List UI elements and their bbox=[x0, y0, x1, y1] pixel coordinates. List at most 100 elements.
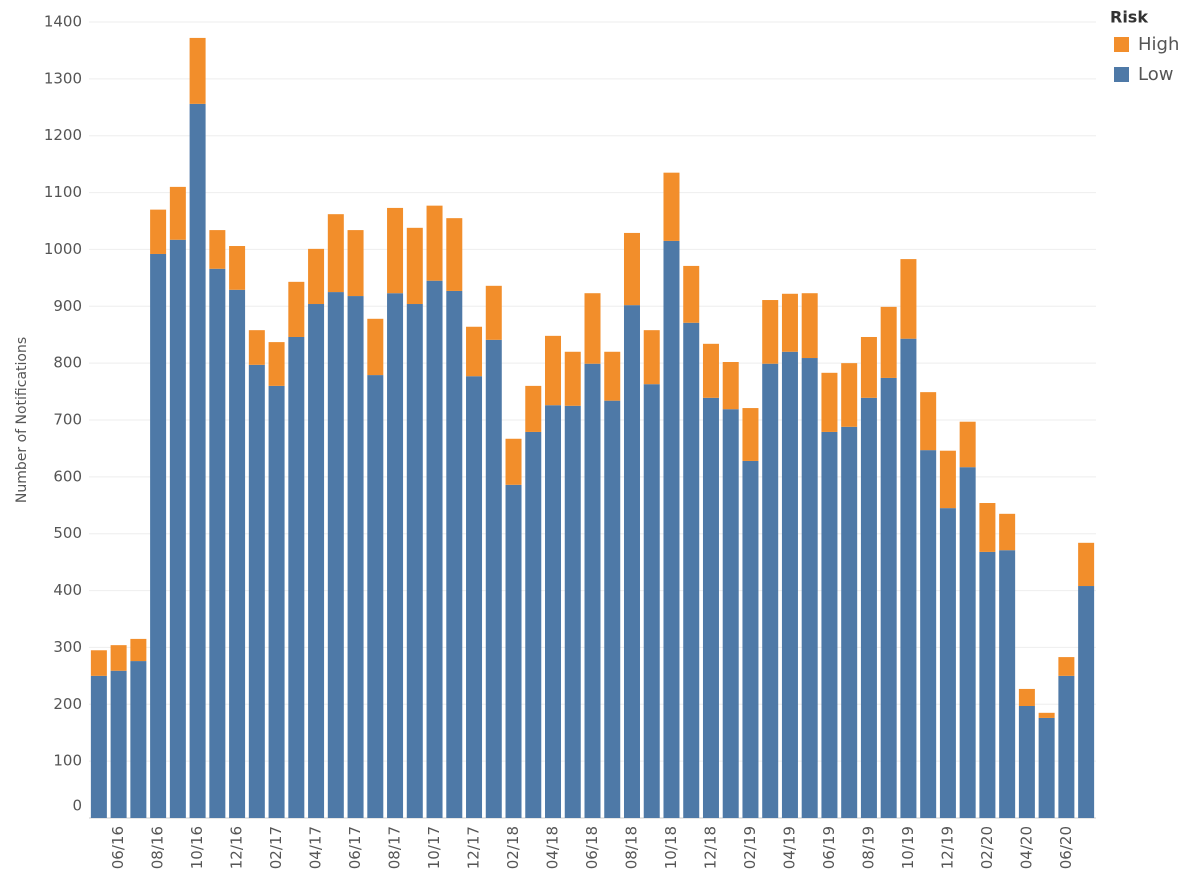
bar-segment bbox=[229, 246, 246, 290]
bar-segment bbox=[525, 385, 542, 432]
bar-segment bbox=[920, 450, 937, 818]
bar-segment bbox=[781, 293, 798, 352]
bar-segment bbox=[90, 675, 107, 818]
y-tick-label: 700 bbox=[53, 411, 82, 429]
bar-segment bbox=[130, 638, 147, 662]
x-tick-label: 02/19 bbox=[741, 826, 759, 869]
x-tick-label: 06/19 bbox=[820, 826, 838, 869]
y-tick-label: 200 bbox=[53, 695, 82, 713]
legend-swatch bbox=[1114, 67, 1129, 82]
x-tick-label: 12/16 bbox=[228, 826, 246, 869]
bar-segment bbox=[663, 172, 680, 241]
bar-segment bbox=[387, 293, 404, 818]
bar-segment bbox=[209, 230, 226, 269]
x-tick-label: 10/17 bbox=[425, 826, 443, 869]
x-tick-label: 12/17 bbox=[465, 826, 483, 869]
bar-segment bbox=[722, 362, 739, 410]
bar-segment bbox=[229, 289, 246, 819]
bar-segment bbox=[801, 293, 818, 359]
bar-segment bbox=[920, 392, 937, 451]
bar-segment bbox=[545, 405, 562, 818]
bar-segment bbox=[327, 292, 344, 819]
bar-segment bbox=[1038, 712, 1055, 718]
bar-segment bbox=[90, 650, 107, 676]
bar-segment bbox=[999, 550, 1016, 818]
bar-segment bbox=[683, 322, 700, 818]
bar-segment bbox=[150, 209, 167, 254]
bar-segment bbox=[564, 351, 581, 406]
bar-segment bbox=[268, 385, 285, 818]
bar-segment bbox=[821, 372, 838, 432]
x-tick-label: 10/16 bbox=[188, 826, 206, 869]
bar-segment bbox=[584, 363, 601, 818]
bar-segment bbox=[130, 661, 147, 818]
bar-segment bbox=[959, 421, 976, 468]
x-tick-label: 06/16 bbox=[109, 826, 127, 869]
bar-segment bbox=[643, 330, 660, 385]
y-tick-label: 900 bbox=[53, 297, 82, 315]
bar-segment bbox=[821, 431, 838, 818]
bar-segment bbox=[841, 426, 858, 818]
bar-segment bbox=[900, 338, 917, 818]
x-tick-label: 02/18 bbox=[504, 826, 522, 869]
bar-segment bbox=[406, 227, 423, 305]
bar-segment bbox=[1058, 675, 1075, 818]
y-tick-label: 100 bbox=[53, 752, 82, 770]
bar-segment bbox=[327, 214, 344, 293]
bar-segment bbox=[406, 304, 423, 818]
y-tick-label: 300 bbox=[53, 638, 82, 656]
bar-segment bbox=[742, 408, 759, 461]
bar-segment bbox=[505, 484, 522, 818]
bar-segment bbox=[643, 384, 660, 818]
bar-segment bbox=[1058, 657, 1075, 676]
x-tick-label: 12/18 bbox=[701, 826, 719, 869]
bar-segment bbox=[1038, 717, 1055, 818]
x-tick-label: 04/17 bbox=[307, 826, 325, 869]
bar-segment bbox=[387, 207, 404, 294]
bar-segment bbox=[564, 405, 581, 818]
bar-segment bbox=[1078, 586, 1095, 818]
bar-segment bbox=[110, 645, 127, 671]
y-tick-label: 1400 bbox=[44, 13, 82, 31]
bar-segment bbox=[169, 186, 186, 240]
x-tick-label: 08/18 bbox=[622, 826, 640, 869]
x-tick-label: 08/19 bbox=[859, 826, 877, 869]
bar-segment bbox=[900, 259, 917, 339]
bar-segment bbox=[150, 253, 167, 818]
bar-segment bbox=[959, 467, 976, 818]
bar-segment bbox=[347, 230, 364, 297]
x-tick-label: 06/20 bbox=[1057, 826, 1075, 869]
y-tick-label: 1100 bbox=[44, 183, 82, 201]
y-tick-label: 800 bbox=[53, 354, 82, 372]
legend-title: Risk bbox=[1110, 8, 1148, 27]
bar-segment bbox=[762, 300, 779, 364]
bar-segment bbox=[466, 326, 483, 377]
y-tick-label: 400 bbox=[53, 581, 82, 599]
bar-segment bbox=[623, 305, 640, 818]
bar-segment bbox=[446, 290, 463, 818]
y-tick-label: 1300 bbox=[44, 69, 82, 87]
x-tick-label: 06/18 bbox=[583, 826, 601, 869]
legend-label: High bbox=[1138, 34, 1179, 55]
bar-segment bbox=[347, 296, 364, 819]
bar-segment bbox=[485, 285, 502, 340]
y-tick-label: 0 bbox=[72, 797, 82, 815]
bar-segment bbox=[525, 431, 542, 818]
bar-segment bbox=[860, 336, 877, 398]
bar-segment bbox=[209, 268, 226, 818]
bar-segment bbox=[367, 318, 384, 376]
bar-segment bbox=[762, 363, 779, 818]
bar-segment bbox=[308, 304, 325, 818]
y-axis-label: Number of Notifications bbox=[14, 337, 30, 503]
bar-segment bbox=[623, 232, 640, 306]
bar-segment bbox=[466, 376, 483, 818]
bar-segment bbox=[939, 508, 956, 818]
bar-segment bbox=[880, 306, 897, 378]
x-tick-label: 02/17 bbox=[267, 826, 285, 869]
bar-segment bbox=[308, 248, 325, 305]
y-tick-label: 1200 bbox=[44, 126, 82, 144]
bar-segment bbox=[545, 335, 562, 406]
bar-segment bbox=[505, 438, 522, 485]
bar-segment bbox=[426, 205, 443, 281]
